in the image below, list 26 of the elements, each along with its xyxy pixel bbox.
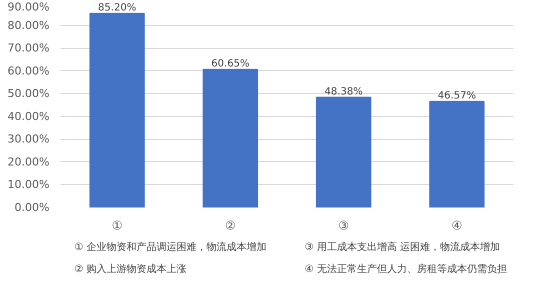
data-label: 60.65% [211,58,250,70]
data-label: 85.20% [98,2,136,14]
x-tick-label: ④ [451,218,462,232]
text: ③ 用工成本支出增高 运困难，物流成本增加 [304,241,500,253]
y-tick-label: 70.00% [8,42,50,55]
text: ④ 无法正常生产但人力、房租等成本仍需负担 [304,263,507,275]
x-tick-label: ① [112,218,123,232]
y-tick-label: 20.00% [8,155,50,168]
y-tick-label: 10.00% [8,178,50,192]
y-tick-label: 30.00% [8,132,50,146]
y-tick-label: 0.00% [14,201,50,214]
text: ② 购入上游物资成本上涨 [74,263,187,275]
bar [89,12,145,208]
y-tick-label: 50.00% [8,87,50,100]
y-tick-label: 90.00% [8,0,50,14]
bar [202,68,258,208]
bar [429,100,485,208]
data-label: 48.38% [324,86,363,98]
x-tick-label: ② [224,218,236,232]
data-label: 46.57% [438,90,476,102]
x-tick-label: ③ [338,218,350,232]
y-tick-label: 40.00% [8,110,50,123]
y-tick-label: 60.00% [8,64,50,78]
bar [316,96,372,208]
y-tick-label: 80.00% [8,18,50,32]
text: ① 企业物资和产品调运困难，物流成本增加 [74,241,267,253]
